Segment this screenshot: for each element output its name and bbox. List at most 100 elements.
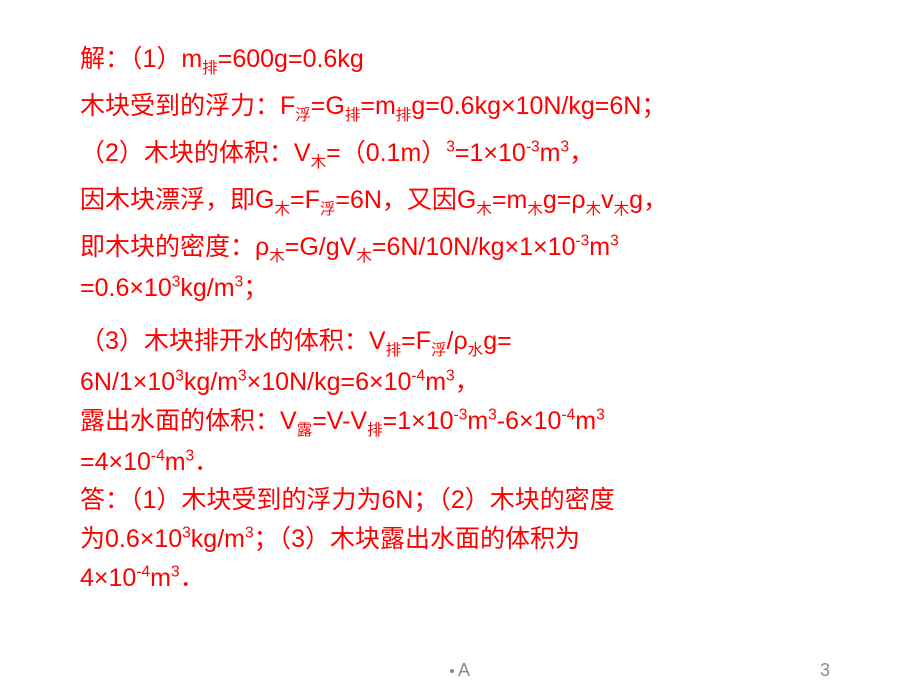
- subscript: 排: [396, 107, 412, 124]
- superscript: 3: [182, 525, 191, 542]
- text: =m: [360, 92, 395, 120]
- dot-icon: [450, 669, 454, 673]
- subscript: 木: [269, 248, 285, 265]
- superscript: 3: [610, 233, 619, 250]
- text: （3）木块排开水的体积：V: [80, 327, 386, 355]
- text: 为0.6×10: [80, 525, 182, 553]
- text: =F: [290, 186, 320, 214]
- text: g，: [629, 186, 668, 214]
- text: ．: [180, 564, 205, 592]
- solution-line-3: （2）木块的体积：V木=（0.1m）3=1×10-3m3，: [80, 134, 840, 175]
- text: ；（3）木块露出水面的体积为: [254, 525, 580, 553]
- text: =m: [492, 186, 527, 214]
- footer-page-number: 3: [820, 660, 830, 681]
- superscript: -4: [411, 368, 425, 385]
- text: =600g=0.6kg: [218, 45, 364, 73]
- subscript: 浮: [431, 342, 447, 359]
- superscript: 3: [171, 564, 180, 581]
- subscript: 木: [586, 201, 602, 218]
- subscript: 木: [527, 201, 543, 218]
- text: 答：（1）木块受到的浮力为6N；（2）木块的密度: [80, 486, 615, 514]
- superscript: -4: [561, 406, 575, 423]
- text: g=0.6kg×10N/kg=6N；: [411, 92, 666, 120]
- text: g=ρ: [543, 186, 586, 214]
- text: kg/m: [180, 274, 234, 302]
- superscript: 3: [238, 368, 247, 385]
- superscript: 3: [488, 406, 497, 423]
- text: =1×10: [383, 407, 454, 435]
- solution-line-2: 木块受到的浮力：F浮=G排=m排g=0.6kg×10N/kg=6N；: [80, 87, 840, 128]
- text: m: [425, 368, 446, 396]
- text: -6×10: [497, 407, 562, 435]
- text: =0.6×10: [80, 274, 172, 302]
- solution-line-4: 因木块漂浮，即G木=F浮=6N，又因G木=m木g=ρ木v木g，: [80, 181, 840, 222]
- text: 即木块的密度：ρ: [80, 233, 269, 261]
- subscript: 排: [386, 342, 402, 359]
- text: ；: [243, 274, 268, 302]
- text: =6N/10N/kg×1×10: [372, 233, 576, 261]
- text: m: [150, 564, 171, 592]
- solution-line-5: 即木块的密度：ρ木=G/gV木=6N/10N/kg×1×10-3m3: [80, 228, 840, 269]
- solution-line-9: 露出水面的体积：V露=V-V排=1×10-3m3-6×10-4m3: [80, 402, 840, 443]
- text: =4×10: [80, 448, 151, 476]
- superscript: 3: [245, 525, 254, 542]
- text: m: [165, 448, 186, 476]
- text: 6N/1×10: [80, 368, 175, 396]
- text: ，: [569, 139, 594, 167]
- text: m: [467, 407, 488, 435]
- subscript: 木: [274, 201, 290, 218]
- text: 解：（1）m: [80, 45, 202, 73]
- subscript: 排: [345, 107, 361, 124]
- subscript: 水: [468, 342, 484, 359]
- solution-line-6: =0.6×103kg/m3；: [80, 269, 840, 308]
- subscript: 露: [297, 422, 313, 439]
- text: 因木块漂浮，即G: [80, 186, 274, 214]
- subscript: 排: [202, 60, 218, 77]
- text: =G/gV: [285, 233, 357, 261]
- text: =6N，又因G: [335, 186, 476, 214]
- subscript: 木: [311, 154, 327, 171]
- subscript: 排: [367, 422, 383, 439]
- subscript: 木: [356, 248, 372, 265]
- superscript: 3: [235, 274, 244, 291]
- superscript: 3: [596, 406, 605, 423]
- text: 木块受到的浮力：F: [80, 92, 295, 120]
- solution-line-7: （3）木块排开水的体积：V排=F浮/ρ水g=: [80, 322, 840, 363]
- text: ×10N/kg=6×10: [247, 368, 412, 396]
- text: v: [601, 186, 614, 214]
- solution-line-1: 解：（1）m排=600g=0.6kg: [80, 40, 840, 81]
- footer-center-label: A: [450, 660, 470, 681]
- text: （2）木块的体积：V: [80, 139, 311, 167]
- answer-line-2: 为0.6×103kg/m3；（3）木块露出水面的体积为: [80, 520, 840, 559]
- text: kg/m: [184, 368, 238, 396]
- text: g=: [483, 327, 512, 355]
- superscript: -3: [454, 406, 468, 423]
- subscript: 浮: [295, 107, 311, 124]
- superscript: 3: [175, 368, 184, 385]
- superscript: 3: [446, 139, 455, 156]
- text: kg/m: [191, 525, 245, 553]
- superscript: 3: [560, 139, 569, 156]
- text: m: [575, 407, 596, 435]
- superscript: 3: [186, 447, 195, 464]
- text: m: [589, 233, 610, 261]
- subscript: 木: [476, 201, 492, 218]
- solution-line-8: 6N/1×103kg/m3×10N/kg=6×10-4m3，: [80, 363, 840, 402]
- text: =（0.1m）: [326, 139, 446, 167]
- text: 4×10: [80, 564, 136, 592]
- solution-line-10: =4×10-4m3．: [80, 443, 840, 482]
- slide-content: 解：（1）m排=600g=0.6kg 木块受到的浮力：F浮=G排=m排g=0.6…: [0, 0, 920, 690]
- text: ．: [194, 448, 219, 476]
- text: ，: [455, 368, 480, 396]
- text: m: [540, 139, 561, 167]
- subscript: 木: [614, 201, 630, 218]
- footer-center-text: A: [458, 660, 470, 680]
- text: =V-V: [312, 407, 367, 435]
- superscript: -3: [526, 139, 540, 156]
- text: /ρ: [447, 327, 468, 355]
- text: =F: [401, 327, 431, 355]
- answer-line-1: 答：（1）木块受到的浮力为6N；（2）木块的密度: [80, 481, 840, 520]
- text: =1×10: [455, 139, 526, 167]
- text: 露出水面的体积：V: [80, 407, 297, 435]
- superscript: -3: [575, 233, 589, 250]
